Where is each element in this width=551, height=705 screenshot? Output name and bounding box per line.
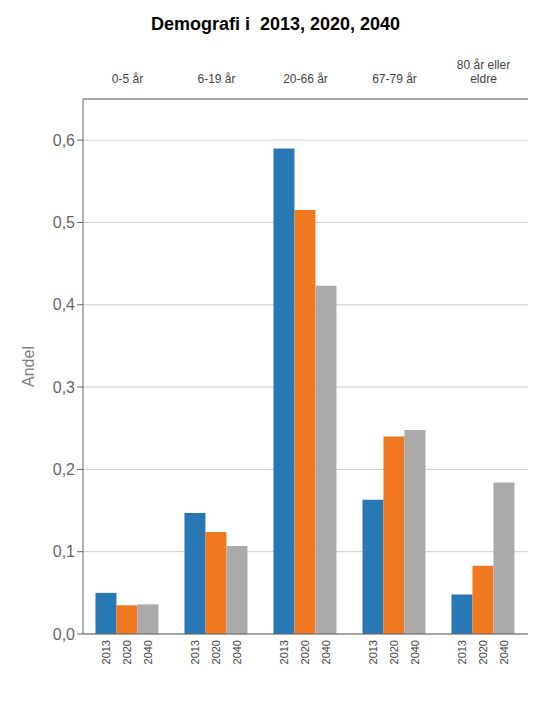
html-text:Demografi i 2013, 2020, 2040: Demografi i 2013, 2020, 2040 bbox=[150, 14, 401, 34]
svg-text:0,3: 0,3 bbox=[53, 379, 75, 396]
svg-text:2040: 2040 bbox=[498, 640, 510, 664]
svg-text:0,1: 0,1 bbox=[53, 543, 75, 560]
svg-text:2013: 2013 bbox=[189, 640, 201, 664]
svg-text:2040: 2040 bbox=[320, 640, 332, 664]
svg-text:67-79 år: 67-79 år bbox=[372, 72, 417, 86]
svg-text:2013: 2013 bbox=[278, 640, 290, 664]
svg-text:2020: 2020 bbox=[477, 640, 489, 664]
svg-text:0-5 år: 0-5 år bbox=[112, 72, 143, 86]
svg-text:2020: 2020 bbox=[388, 640, 400, 664]
svg-text:Andel: Andel bbox=[20, 346, 37, 387]
svg-text:2040: 2040 bbox=[142, 640, 154, 664]
svg-text:0,4: 0,4 bbox=[53, 296, 75, 313]
svg-text:eldre: eldre bbox=[470, 72, 497, 86]
svg-text:2020: 2020 bbox=[121, 640, 133, 664]
svg-text:80 år eller: 80 år eller bbox=[457, 58, 510, 72]
svg-text:2020: 2020 bbox=[299, 640, 311, 664]
svg-text:0,6: 0,6 bbox=[53, 132, 75, 149]
svg-text:2040: 2040 bbox=[231, 640, 243, 664]
svg-text:2020: 2020 bbox=[210, 640, 222, 664]
svg-text:2013: 2013 bbox=[456, 640, 468, 664]
svg-text:6-19 år: 6-19 år bbox=[197, 72, 235, 86]
svg-text:20-66 år: 20-66 år bbox=[283, 72, 328, 86]
svg-text:2040: 2040 bbox=[409, 640, 421, 664]
svg-text:2013: 2013 bbox=[100, 640, 112, 664]
svg-text:0,5: 0,5 bbox=[53, 214, 75, 231]
svg-text:2013: 2013 bbox=[367, 640, 379, 664]
svg-text:0,0: 0,0 bbox=[53, 626, 75, 643]
svg-text:0,2: 0,2 bbox=[53, 461, 75, 478]
